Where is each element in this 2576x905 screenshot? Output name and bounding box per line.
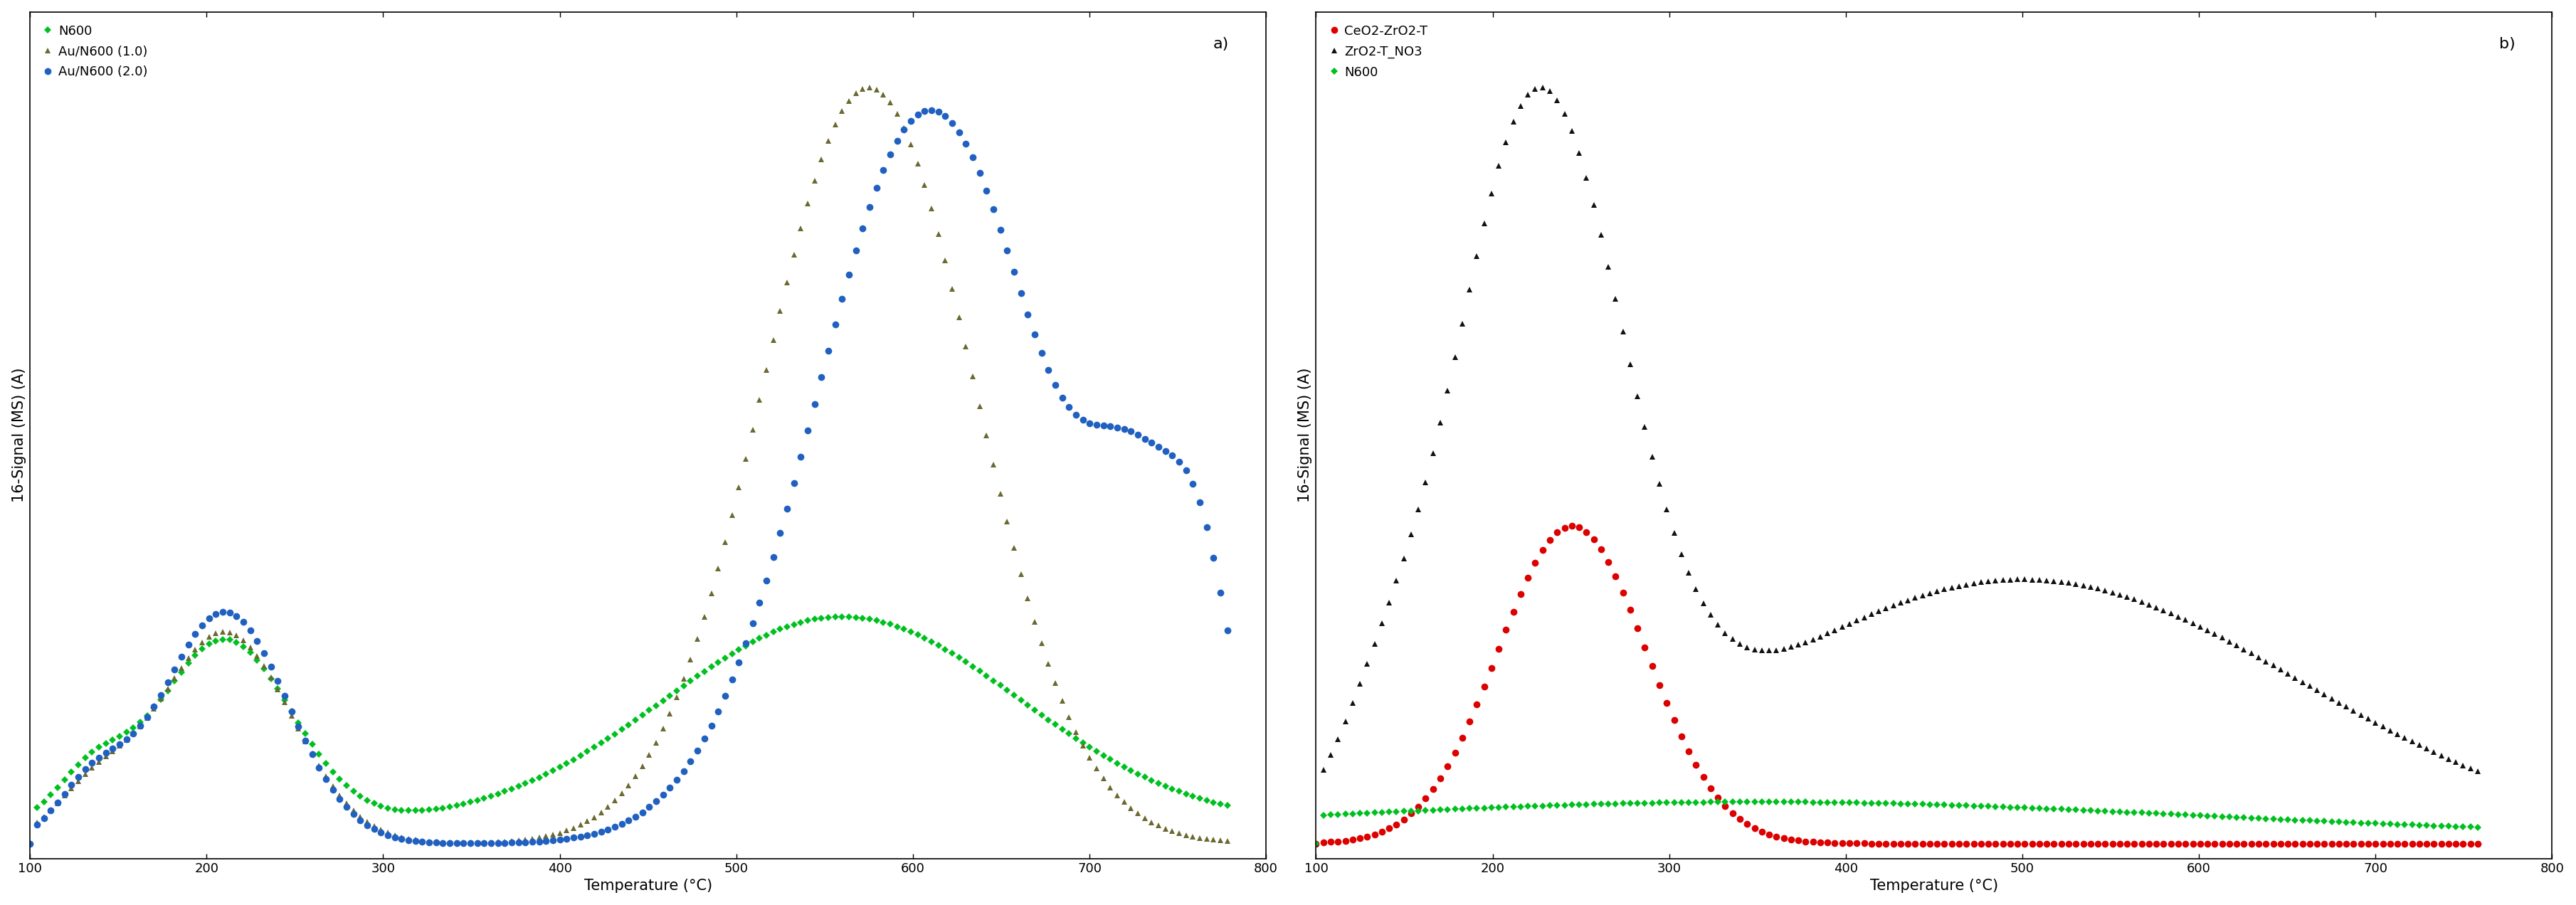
X-axis label: Temperature (°C): Temperature (°C) bbox=[1870, 879, 1999, 893]
CeO2-ZrO2-T bbox=[1556, 520, 1587, 531]
N600 bbox=[1739, 796, 1770, 807]
N600 bbox=[1631, 797, 1662, 808]
Au/N600 (2.0) bbox=[15, 838, 46, 849]
Au/N600 (2.0) bbox=[917, 105, 948, 116]
N600 bbox=[2257, 814, 2287, 824]
N600 bbox=[2411, 820, 2442, 831]
Au/N600 (1.0) bbox=[1211, 835, 1242, 846]
Au/N600 (1.0) bbox=[855, 82, 886, 93]
N600 bbox=[15, 838, 46, 849]
Text: b): b) bbox=[2499, 37, 2514, 52]
Legend: N600, Au/N600 (1.0), Au/N600 (2.0): N600, Au/N600 (1.0), Au/N600 (2.0) bbox=[36, 18, 155, 85]
Au/N600 (2.0) bbox=[1033, 365, 1064, 376]
Line: CeO2-ZrO2-T: CeO2-ZrO2-T bbox=[1314, 522, 2481, 847]
Line: Au/N600 (2.0): Au/N600 (2.0) bbox=[26, 107, 1231, 847]
N600 bbox=[435, 801, 466, 812]
CeO2-ZrO2-T bbox=[2411, 838, 2442, 849]
Y-axis label: 16-Signal (MS) (A): 16-Signal (MS) (A) bbox=[13, 368, 26, 502]
N600 bbox=[1301, 838, 1332, 849]
Legend: CeO2-ZrO2-T, ZrO2-T_NO3, N600: CeO2-ZrO2-T, ZrO2-T_NO3, N600 bbox=[1321, 18, 1435, 85]
ZrO2-T_NO3 bbox=[1301, 838, 1332, 849]
N600 bbox=[1211, 800, 1242, 811]
Line: Au/N600 (1.0): Au/N600 (1.0) bbox=[28, 84, 1231, 846]
Au/N600 (2.0) bbox=[799, 398, 829, 409]
CeO2-ZrO2-T bbox=[1535, 535, 1566, 546]
Au/N600 (1.0) bbox=[799, 176, 829, 186]
ZrO2-T_NO3 bbox=[1528, 82, 1558, 93]
CeO2-ZrO2-T bbox=[2257, 838, 2287, 849]
N600 bbox=[1033, 714, 1064, 725]
ZrO2-T_NO3 bbox=[1950, 579, 1981, 590]
CeO2-ZrO2-T bbox=[1636, 661, 1667, 672]
Au/N600 (2.0) bbox=[1211, 625, 1242, 636]
Au/N600 (2.0) bbox=[111, 734, 142, 745]
ZrO2-T_NO3 bbox=[2061, 578, 2092, 589]
Au/N600 (1.0) bbox=[111, 735, 142, 746]
Au/N600 (1.0) bbox=[15, 838, 46, 849]
Line: N600: N600 bbox=[28, 614, 1229, 846]
N600 bbox=[2061, 805, 2092, 815]
N600 bbox=[1535, 800, 1566, 811]
Au/N600 (2.0) bbox=[358, 824, 389, 834]
CeO2-ZrO2-T bbox=[2463, 838, 2494, 849]
Text: a): a) bbox=[1213, 37, 1229, 52]
ZrO2-T_NO3 bbox=[2257, 660, 2287, 671]
N600 bbox=[2463, 822, 2494, 833]
ZrO2-T_NO3 bbox=[1636, 451, 1667, 462]
Au/N600 (2.0) bbox=[902, 110, 933, 120]
CeO2-ZrO2-T bbox=[1301, 838, 1332, 849]
CeO2-ZrO2-T bbox=[2061, 838, 2092, 849]
N600 bbox=[111, 727, 142, 738]
Au/N600 (1.0) bbox=[435, 837, 466, 848]
Au/N600 (2.0) bbox=[435, 838, 466, 849]
CeO2-ZrO2-T bbox=[1950, 838, 1981, 849]
ZrO2-T_NO3 bbox=[2463, 767, 2494, 777]
Au/N600 (1.0) bbox=[1033, 659, 1064, 670]
Au/N600 (1.0) bbox=[358, 821, 389, 832]
N600 bbox=[1950, 800, 1981, 811]
Y-axis label: 16-Signal (MS) (A): 16-Signal (MS) (A) bbox=[1298, 368, 1311, 502]
N600 bbox=[909, 633, 940, 643]
X-axis label: Temperature (°C): Temperature (°C) bbox=[585, 879, 711, 893]
N600 bbox=[827, 611, 858, 622]
N600 bbox=[799, 614, 829, 624]
ZrO2-T_NO3 bbox=[2411, 743, 2442, 754]
Line: ZrO2-T_NO3: ZrO2-T_NO3 bbox=[1314, 84, 2481, 846]
N600 bbox=[358, 798, 389, 809]
Au/N600 (1.0) bbox=[909, 180, 940, 191]
Line: N600: N600 bbox=[1314, 799, 2481, 846]
ZrO2-T_NO3 bbox=[1540, 95, 1571, 106]
